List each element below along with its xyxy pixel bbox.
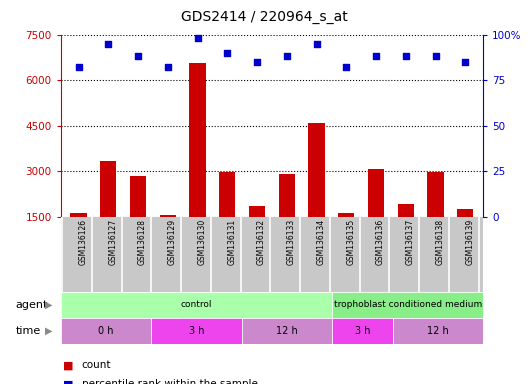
Point	[372, 53, 380, 60]
Bar	[338, 214, 354, 263]
Bar	[242, 318, 332, 344]
Text: agent: agent	[16, 300, 48, 310]
Text: ▶: ▶	[45, 326, 53, 336]
Bar	[130, 176, 146, 263]
Text: GSM136139: GSM136139	[465, 219, 474, 265]
Text: ■: ■	[63, 360, 74, 370]
Bar	[457, 209, 474, 263]
Point	[164, 65, 172, 71]
Text: 3 h: 3 h	[355, 326, 370, 336]
Bar	[61, 292, 332, 318]
Point	[342, 65, 351, 71]
Text: control: control	[181, 300, 212, 310]
Text: GDS2414 / 220964_s_at: GDS2414 / 220964_s_at	[181, 10, 347, 23]
Point	[461, 59, 469, 65]
Bar	[61, 318, 151, 344]
Text: 12 h: 12 h	[276, 326, 298, 336]
Point	[431, 53, 440, 60]
Bar	[219, 172, 235, 263]
Point	[253, 59, 261, 65]
Text: GSM136131: GSM136131	[227, 219, 237, 265]
Text: GSM136134: GSM136134	[317, 219, 326, 265]
Text: percentile rank within the sample: percentile rank within the sample	[82, 379, 258, 384]
Bar	[368, 169, 384, 263]
Text: trophoblast conditioned medium: trophoblast conditioned medium	[334, 300, 482, 310]
Bar	[190, 63, 206, 263]
Bar	[427, 172, 444, 263]
Text: GSM136126: GSM136126	[79, 219, 88, 265]
Bar	[398, 204, 414, 263]
Bar	[332, 292, 483, 318]
Text: GSM136137: GSM136137	[406, 219, 415, 265]
Bar	[159, 215, 176, 263]
Bar	[70, 214, 87, 263]
Text: time: time	[16, 326, 41, 336]
Text: GSM136136: GSM136136	[376, 219, 385, 265]
Text: GSM136138: GSM136138	[436, 219, 445, 265]
Text: 0 h: 0 h	[98, 326, 114, 336]
Point	[282, 53, 291, 60]
Point	[104, 41, 112, 47]
Point	[402, 53, 410, 60]
Text: GSM136127: GSM136127	[108, 219, 117, 265]
Text: GSM136128: GSM136128	[138, 219, 147, 265]
Point	[193, 35, 202, 41]
Point	[74, 65, 83, 71]
Text: GSM136130: GSM136130	[197, 219, 206, 265]
Text: GSM136132: GSM136132	[257, 219, 266, 265]
Text: 3 h: 3 h	[188, 326, 204, 336]
Text: ■: ■	[63, 379, 74, 384]
Bar	[308, 123, 325, 263]
Text: count: count	[82, 360, 111, 370]
Bar	[279, 174, 295, 263]
Text: ▶: ▶	[45, 300, 53, 310]
Bar	[249, 206, 265, 263]
Text: GSM136129: GSM136129	[168, 219, 177, 265]
Point	[223, 50, 231, 56]
Bar	[151, 318, 242, 344]
Text: GSM136135: GSM136135	[346, 219, 355, 265]
Point	[313, 41, 321, 47]
Bar	[393, 318, 483, 344]
Text: 12 h: 12 h	[427, 326, 449, 336]
Point	[134, 53, 142, 60]
Text: GSM136133: GSM136133	[287, 219, 296, 265]
Bar	[332, 318, 393, 344]
Bar	[100, 161, 117, 263]
